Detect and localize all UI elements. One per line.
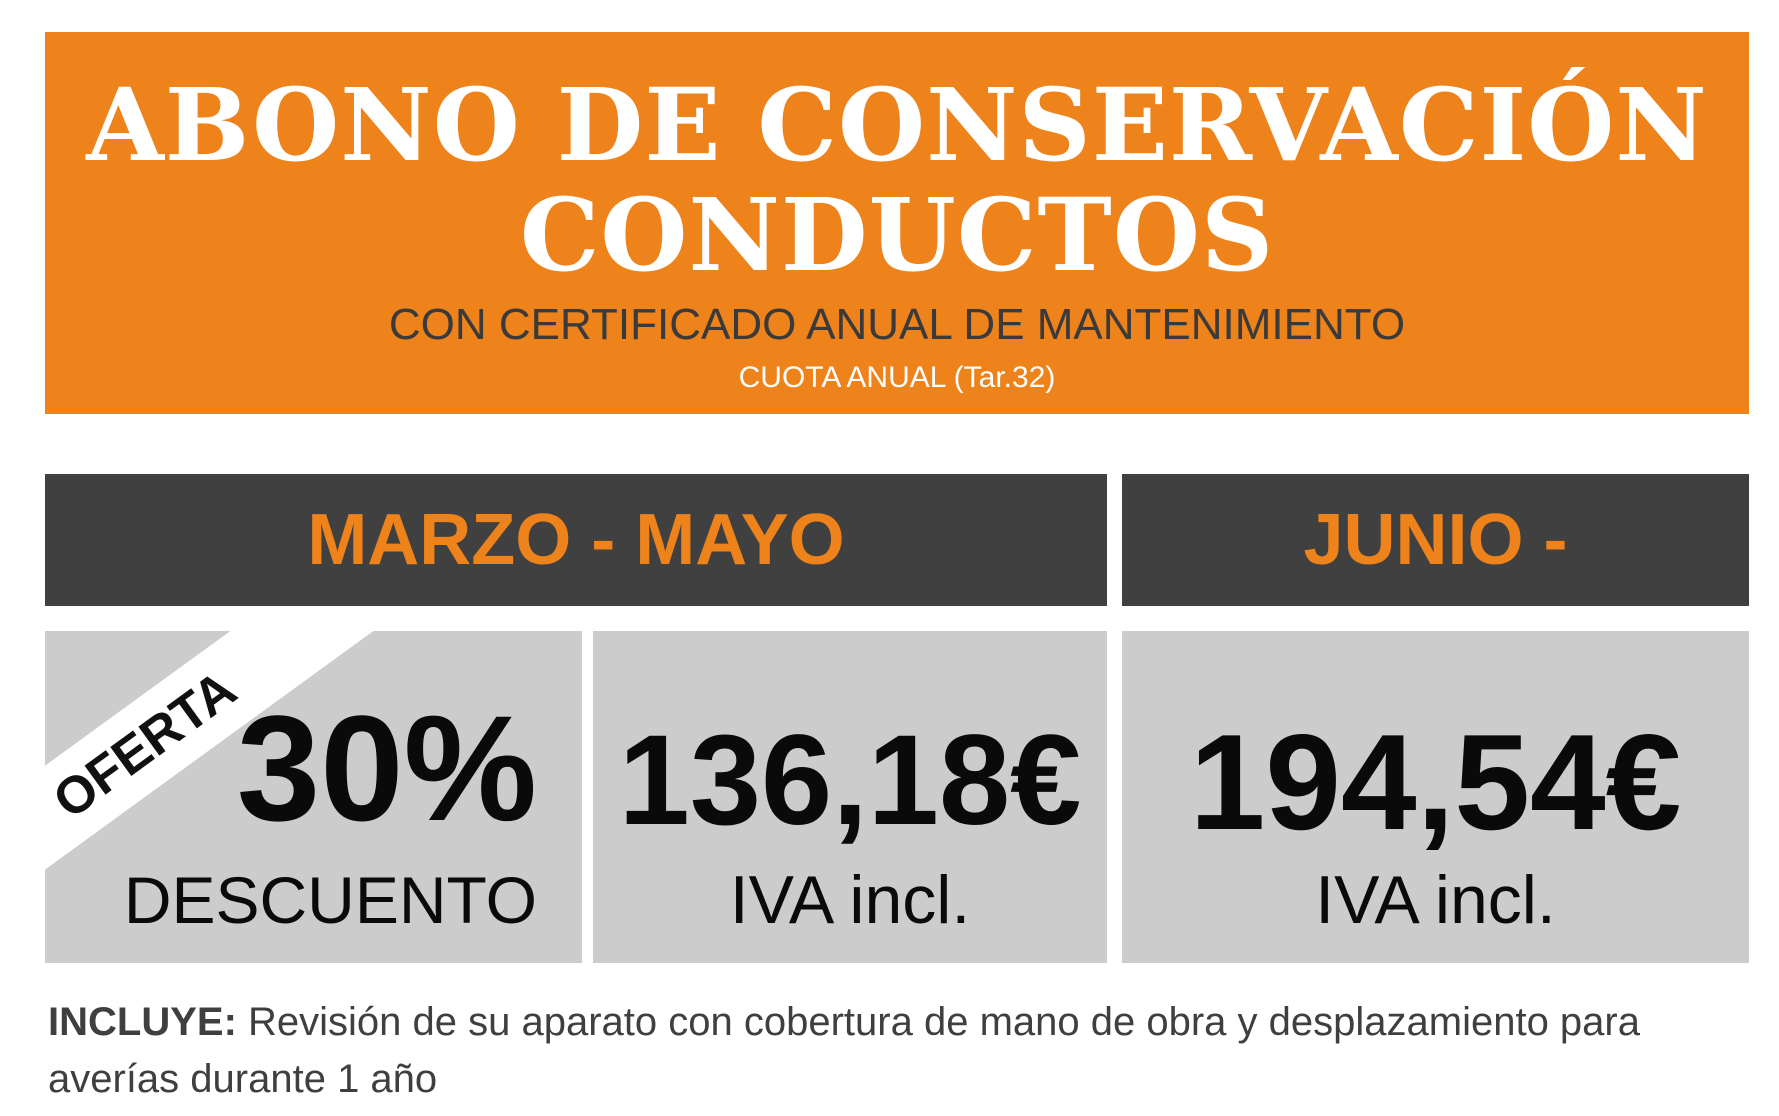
vat-note-marzo-mayo: IVA incl. [729, 862, 971, 938]
title-banner: ABONO DE CONSERVACIÓN CONDUCTOS CON CERT… [45, 32, 1749, 414]
period-header-marzo-mayo: MARZO - MAYO [45, 474, 1107, 606]
price-junio-febrero: 194,54€ [1189, 706, 1682, 858]
price-marzo-mayo: 136,18€ [618, 709, 1082, 852]
annual-fee-label: CUOTA ANUAL (Tar.32) [738, 361, 1056, 394]
period-header-junio-febrero: JUNIO - FEBRERO [1122, 474, 1749, 712]
discount-label: DESCUENTO [123, 863, 537, 937]
vat-note-junio-febrero: IVA incl. [1315, 862, 1556, 938]
title-line-2: CONDUCTOS [519, 176, 1275, 294]
price-cell-junio-febrero: 194,54€ IVA incl. [1122, 631, 1749, 963]
includes-label: INCLUYE: [48, 1000, 237, 1044]
includes-text: Revisión de su aparato con cobertura de … [48, 1000, 1640, 1101]
includes-note: INCLUYE: Revisión de su aparato con cobe… [48, 994, 1748, 1108]
price-cell-marzo-mayo: 136,18€ IVA incl. [593, 631, 1107, 963]
subtitle: CON CERTIFICADO ANUAL DE MANTENIMIENTO [388, 300, 1406, 349]
title-line-1: ABONO DE CONSERVACIÓN [86, 66, 1708, 184]
discount-percent: 30% [236, 684, 537, 852]
offer-cell: OFERTA 30% DESCUENTO [45, 631, 582, 963]
